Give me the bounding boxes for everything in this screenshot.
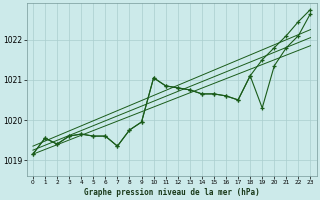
X-axis label: Graphe pression niveau de la mer (hPa): Graphe pression niveau de la mer (hPa) (84, 188, 260, 197)
